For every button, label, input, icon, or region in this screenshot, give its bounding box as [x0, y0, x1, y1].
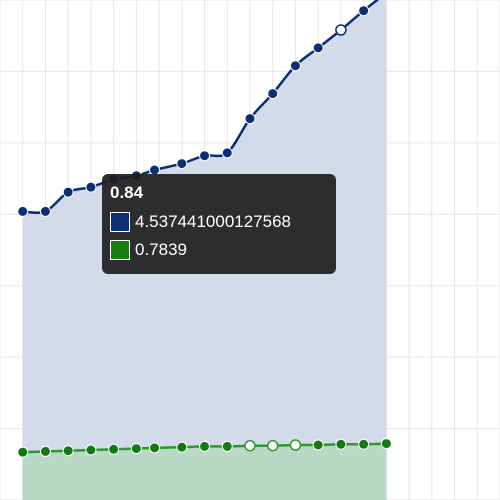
tooltip-row-series-1: 4.537441000127568 — [110, 208, 328, 236]
series-1-point — [85, 181, 97, 193]
series-2-point — [312, 439, 324, 451]
tooltip-row-series-2: 0.7839 — [110, 236, 328, 264]
series-1-point — [358, 5, 370, 17]
series-2-point — [266, 439, 279, 452]
series-2-point — [108, 443, 120, 455]
series-2-point — [39, 445, 51, 457]
series-1-point — [335, 24, 347, 36]
series-2-point — [380, 438, 392, 450]
series-2-point — [176, 441, 188, 453]
series-2-point — [17, 446, 29, 458]
series-2-point — [62, 445, 74, 457]
series-2-point — [199, 440, 211, 452]
series-2-point — [130, 443, 142, 455]
series-2-point — [289, 439, 302, 451]
series-2-point — [85, 444, 97, 456]
series-1-point — [267, 88, 279, 100]
series-2-area — [22, 443, 387, 500]
series-1-swatch — [110, 212, 130, 232]
series-2-swatch — [110, 240, 130, 260]
series-1-point — [17, 205, 29, 217]
tooltip-title: 0.84 — [110, 183, 144, 202]
series-1-point — [289, 60, 301, 72]
series-1-point — [221, 147, 233, 159]
series-1-point — [199, 150, 211, 162]
series-1-point — [39, 205, 51, 217]
series-2-point — [244, 439, 256, 452]
series-2-point — [221, 440, 233, 452]
data-tooltip: 0.84 4.537441000127568 0.7839 — [102, 174, 336, 274]
series-1-point — [62, 186, 74, 198]
series-2-point — [358, 438, 370, 450]
series-1-point — [244, 113, 256, 125]
series-2-point — [149, 442, 161, 454]
series-1-point — [176, 158, 188, 170]
series-1-point — [312, 42, 324, 54]
tooltip-value-series-1: 4.537441000127568 — [135, 212, 291, 231]
series-2-point — [335, 438, 347, 450]
tooltip-value-series-2: 0.7839 — [135, 240, 187, 259]
